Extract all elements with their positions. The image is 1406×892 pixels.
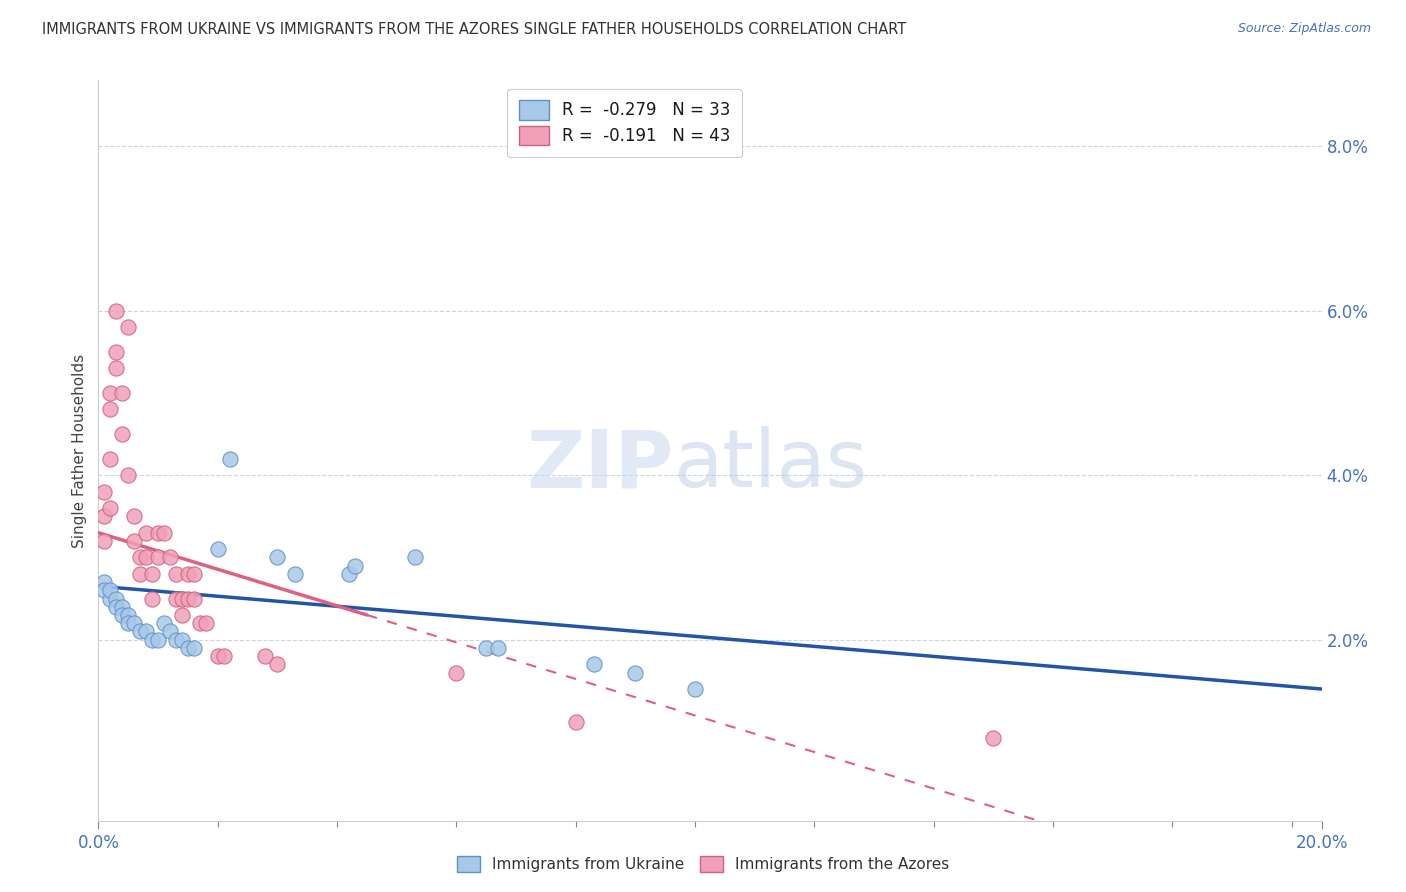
Point [141, 591, 163, 606]
Point [343, 558, 366, 573]
Point [683, 681, 706, 696]
Point [177, 566, 200, 581]
Point [111, 607, 134, 622]
Point [218, 451, 240, 466]
Point [93, 575, 115, 590]
Text: IMMIGRANTS FROM UKRAINE VS IMMIGRANTS FROM THE AZORES SINGLE FATHER HOUSEHOLDS C: IMMIGRANTS FROM UKRAINE VS IMMIGRANTS FR… [42, 22, 907, 37]
Legend: Immigrants from Ukraine, Immigrants from the Azores: Immigrants from Ukraine, Immigrants from… [450, 848, 956, 880]
Point [165, 566, 187, 581]
Point [284, 566, 307, 581]
Point [117, 320, 139, 334]
Point [165, 591, 187, 606]
Point [188, 616, 211, 631]
Point [170, 632, 193, 647]
Point [159, 550, 181, 565]
Point [93, 583, 115, 598]
Point [98, 591, 121, 606]
Point [141, 632, 163, 647]
Point [105, 344, 128, 359]
Point [475, 640, 498, 655]
Point [129, 624, 152, 639]
Point [146, 525, 169, 540]
Point [117, 468, 139, 483]
Point [122, 533, 145, 548]
Point [105, 591, 128, 606]
Point [194, 616, 217, 631]
Point [98, 501, 121, 516]
Point [254, 649, 277, 664]
Point [266, 657, 288, 672]
Point [146, 632, 169, 647]
Point [135, 525, 157, 540]
Text: ZIP: ZIP [526, 426, 673, 504]
Point [170, 607, 193, 622]
Point [337, 566, 360, 581]
Point [183, 566, 205, 581]
Point [129, 550, 152, 565]
Point [105, 303, 128, 318]
Point [93, 484, 115, 499]
Point [105, 599, 128, 614]
Point [565, 714, 588, 729]
Text: Source: ZipAtlas.com: Source: ZipAtlas.com [1237, 22, 1371, 36]
Point [122, 616, 145, 631]
Point [146, 550, 169, 565]
Point [129, 566, 152, 581]
Point [98, 385, 121, 400]
Point [153, 616, 176, 631]
Point [105, 361, 128, 376]
Point [153, 525, 176, 540]
Point [117, 607, 139, 622]
Point [207, 649, 229, 664]
Point [183, 591, 205, 606]
Point [207, 542, 229, 557]
Point [983, 731, 1005, 746]
Y-axis label: Single Father Households: Single Father Households [72, 353, 87, 548]
Legend: R =  -0.279   N = 33, R =  -0.191   N = 43: R = -0.279 N = 33, R = -0.191 N = 43 [508, 88, 742, 157]
Point [111, 599, 134, 614]
Point [135, 550, 157, 565]
Point [117, 616, 139, 631]
Point [98, 402, 121, 417]
Point [446, 665, 468, 680]
Point [135, 624, 157, 639]
Point [141, 566, 163, 581]
Point [486, 640, 509, 655]
Point [183, 640, 205, 655]
Point [624, 665, 647, 680]
Point [122, 509, 145, 524]
Point [582, 657, 605, 672]
Text: atlas: atlas [673, 426, 868, 504]
Point [404, 550, 426, 565]
Point [159, 624, 181, 639]
Point [98, 451, 121, 466]
Point [266, 550, 288, 565]
Point [93, 533, 115, 548]
Point [212, 649, 235, 664]
Point [111, 427, 134, 442]
Point [98, 583, 121, 598]
Point [111, 385, 134, 400]
Point [165, 632, 187, 647]
Point [177, 640, 200, 655]
Point [170, 591, 193, 606]
Point [93, 509, 115, 524]
Point [177, 591, 200, 606]
